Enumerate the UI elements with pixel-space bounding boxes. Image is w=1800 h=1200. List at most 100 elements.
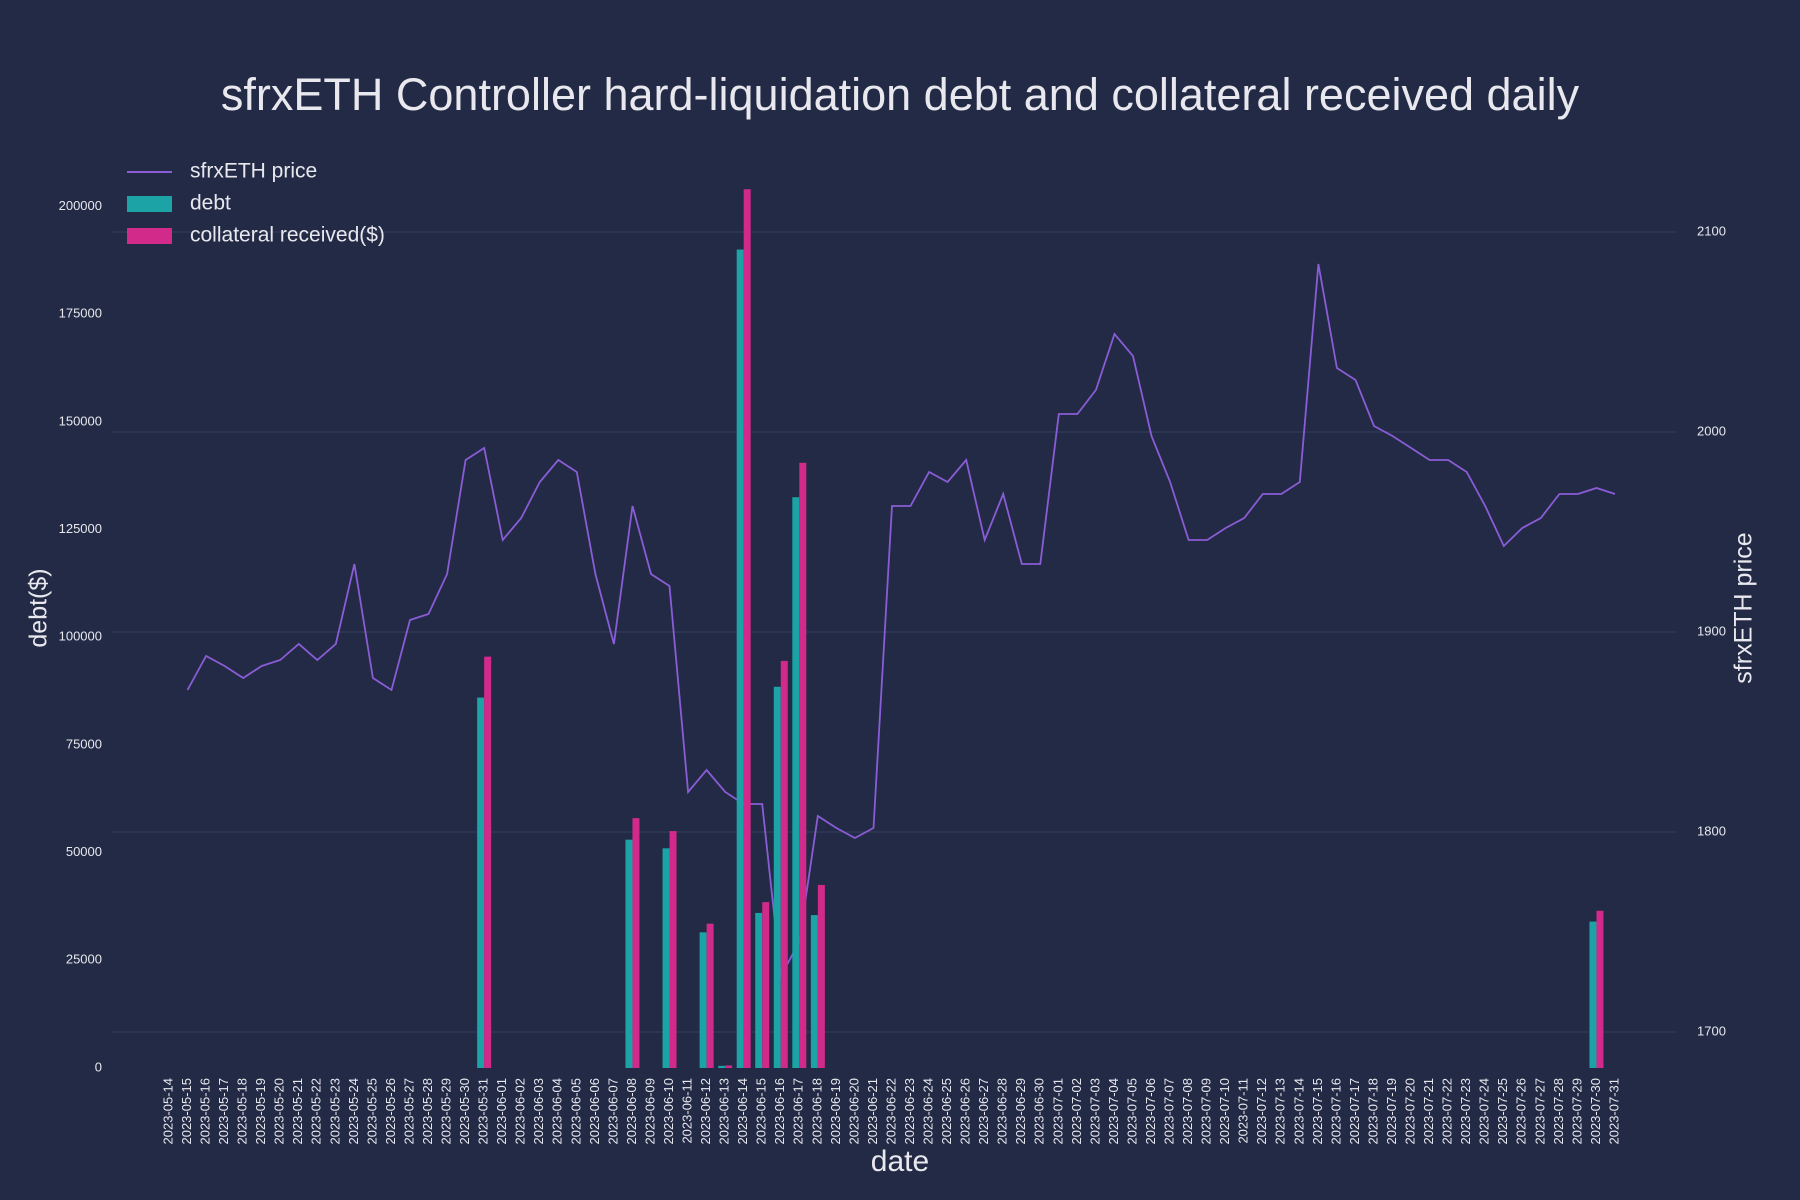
x-tick-label: 2023-07-14: [1291, 1078, 1306, 1145]
x-tick-label: 2023-06-27: [976, 1078, 991, 1145]
y2-tick-label: 1700: [1697, 1023, 1726, 1038]
y-tick-label: 100000: [59, 629, 102, 644]
x-tick-label: 2023-07-11: [1236, 1078, 1251, 1144]
x-tick-label: 2023-06-03: [531, 1078, 546, 1145]
y2-tick-label: 1900: [1697, 623, 1726, 638]
x-tick-label: 2023-06-20: [846, 1078, 861, 1145]
bar: [669, 831, 677, 1068]
x-tick-label: 2023-05-18: [235, 1078, 250, 1145]
legend-label: sfrxETH price: [190, 160, 317, 183]
x-tick-label: 2023-07-19: [1384, 1078, 1399, 1145]
x-tick-label: 2023-05-27: [401, 1078, 416, 1145]
x-tick-label: 2023-07-10: [1217, 1078, 1232, 1145]
x-tick-label: 2023-07-13: [1273, 1078, 1288, 1145]
y2-axis-title: sfrxETH price: [1730, 532, 1758, 683]
x-tick-label: 2023-07-29: [1569, 1078, 1584, 1145]
x-tick-label: 2023-07-26: [1514, 1078, 1529, 1145]
x-tick-label: 2023-05-28: [420, 1078, 435, 1145]
x-tick-label: 2023-06-23: [902, 1078, 917, 1145]
x-tick-label: 2023-07-16: [1328, 1078, 1343, 1145]
x-tick-label: 2023-06-14: [735, 1078, 750, 1145]
x-tick-label: 2023-07-28: [1551, 1078, 1566, 1145]
y-axis-title: debt($): [25, 568, 53, 647]
x-tick-label: 2023-06-04: [550, 1078, 565, 1145]
x-tick-label: 2023-06-24: [921, 1078, 936, 1145]
legend-label: collateral received($): [190, 224, 385, 247]
x-tick-label: 2023-06-21: [865, 1078, 880, 1145]
y-tick-label: 125000: [59, 521, 102, 536]
x-tick-label: 2023-05-25: [364, 1078, 379, 1145]
x-tick-label: 2023-05-19: [253, 1078, 268, 1145]
x-tick-label: 2023-07-31: [1606, 1078, 1621, 1145]
price-line: [186, 263, 1616, 979]
x-tick-label: 2023-06-10: [661, 1078, 676, 1145]
x-tick-label: 2023-05-23: [327, 1078, 342, 1145]
bar: [1596, 910, 1604, 1068]
y-tick-label: 50000: [66, 844, 102, 859]
x-tick-label: 2023-06-26: [958, 1078, 973, 1145]
x-tick-label: 2023-06-08: [624, 1078, 639, 1145]
bar: [725, 1065, 733, 1068]
x-tick-label: 2023-06-06: [587, 1078, 602, 1145]
y-tick-label: 175000: [59, 306, 102, 321]
x-tick-label: 2023-05-21: [290, 1078, 305, 1145]
y-tick-label: 150000: [59, 413, 102, 428]
legend-swatch: [127, 228, 172, 244]
x-tick-label: 2023-06-05: [568, 1078, 583, 1145]
x-tick-label: 2023-07-04: [1106, 1078, 1121, 1145]
x-tick-label: 2023-05-31: [476, 1078, 491, 1145]
y-tick-label: 200000: [59, 198, 102, 213]
bar: [792, 497, 800, 1068]
x-tick-label: 2023-07-12: [1254, 1078, 1269, 1145]
x-tick-label: 2023-07-02: [1069, 1078, 1084, 1145]
x-tick-label: 2023-05-14: [160, 1078, 175, 1145]
x-tick-label: 2023-06-02: [513, 1078, 528, 1145]
x-tick-label: 2023-07-03: [1087, 1078, 1102, 1145]
bar: [755, 912, 763, 1068]
x-tick-label: 2023-06-17: [791, 1078, 806, 1145]
x-tick-label: 2023-07-25: [1495, 1078, 1510, 1145]
x-tick-label: 2023-07-01: [1050, 1078, 1065, 1145]
x-tick-label: 2023-05-26: [383, 1078, 398, 1145]
bar: [736, 249, 744, 1069]
x-tick-label: 2023-07-24: [1477, 1078, 1492, 1145]
y2-tick-label: 2100: [1697, 223, 1726, 238]
x-tick-label: 2023-06-15: [754, 1078, 769, 1145]
y2-tick-label: 1800: [1697, 823, 1726, 838]
x-tick-label: 2023-06-09: [642, 1078, 657, 1145]
x-tick-label: 2023-06-12: [698, 1078, 713, 1145]
bar: [743, 189, 751, 1068]
y-tick-label: 75000: [66, 736, 102, 751]
x-tick-label: 2023-07-05: [1124, 1078, 1139, 1145]
x-tick-label: 2023-05-24: [346, 1078, 361, 1145]
x-tick-label: 2023-07-23: [1458, 1078, 1473, 1145]
x-tick-label: 2023-05-30: [457, 1078, 472, 1145]
x-tick-label: 2023-06-13: [717, 1078, 732, 1145]
legend-label: debt: [190, 192, 231, 215]
x-tick-label: 2023-05-16: [198, 1078, 213, 1145]
bar: [799, 462, 807, 1068]
legend-swatch: [127, 196, 172, 212]
x-tick-label: 2023-06-16: [772, 1078, 787, 1145]
x-tick-label: 2023-06-19: [828, 1078, 843, 1145]
x-tick-label: 2023-07-08: [1180, 1078, 1195, 1145]
x-tick-label: 2023-07-17: [1347, 1078, 1362, 1145]
x-tick-label: 2023-06-18: [809, 1078, 824, 1145]
x-tick-label: 2023-06-30: [1032, 1078, 1047, 1145]
x-tick-label: 2023-07-18: [1365, 1078, 1380, 1145]
y-tick-label: 0: [95, 1059, 102, 1074]
bar: [817, 884, 825, 1068]
bar: [780, 660, 788, 1068]
x-tick-label: 2023-07-07: [1162, 1078, 1177, 1145]
x-tick-label: 2023-07-15: [1310, 1078, 1325, 1145]
x-tick-label: 2023-06-28: [995, 1078, 1010, 1145]
x-tick-label: 2023-07-21: [1421, 1078, 1436, 1145]
bar: [718, 1065, 726, 1068]
y2-tick-label: 2000: [1697, 423, 1726, 438]
x-axis-title: date: [871, 1145, 929, 1178]
x-tick-label: 2023-07-09: [1199, 1078, 1214, 1145]
bar: [810, 915, 818, 1068]
